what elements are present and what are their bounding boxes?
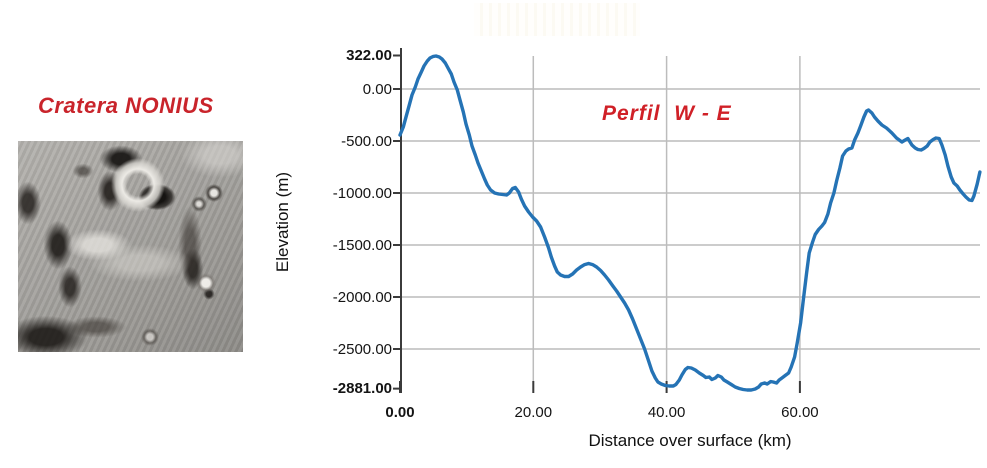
- crater-photo: [18, 141, 243, 352]
- x-tick-label: 40.00: [647, 404, 686, 421]
- y-tick-label: -500.00: [341, 132, 392, 150]
- y-tick-label: -2500.00: [332, 340, 392, 358]
- y-tick-label: -1000.00: [332, 184, 392, 202]
- profile-plot-svg: [393, 48, 982, 393]
- x-tick-label: 60.00: [781, 404, 819, 421]
- x-axis-label: Distance over surface (km): [588, 431, 792, 450]
- elevation-profile-line: [398, 54, 982, 392]
- y-tick-label: -2000.00: [332, 288, 392, 306]
- y-tick-label: -1500.00: [332, 236, 392, 254]
- chart-title: Perfil W - E: [602, 102, 732, 125]
- x-tick-label: 0.00: [385, 404, 415, 421]
- faint-watermark: [474, 3, 640, 36]
- y-axis-label: Elevation (m): [273, 171, 292, 273]
- y-tick-label: 0.00: [362, 80, 392, 98]
- y-tick-label: -2881.00: [332, 380, 392, 398]
- elevation-profile-chart: Perfil W - E: [393, 40, 982, 408]
- x-tick-label: 20.00: [514, 404, 553, 421]
- y-tick-label: 322.00: [346, 47, 392, 64]
- crater-title: Cratera NONIUS: [38, 93, 214, 118]
